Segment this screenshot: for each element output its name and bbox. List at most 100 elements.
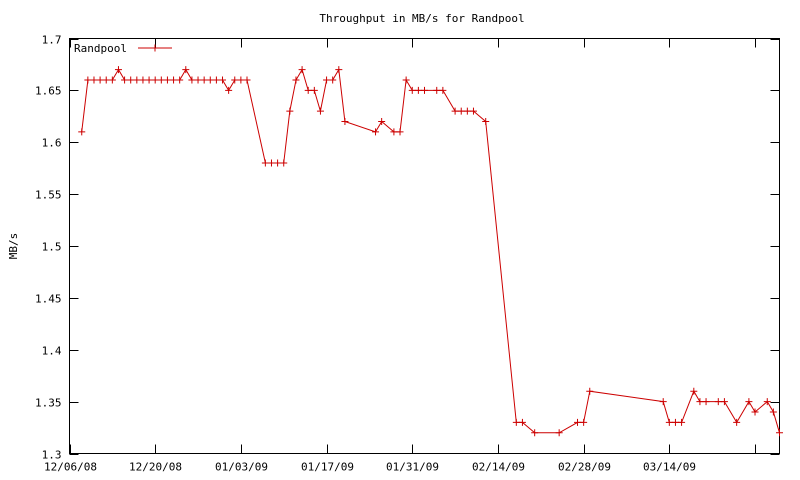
data-point (439, 86, 447, 94)
data-point (188, 76, 196, 84)
x-tick-label: 02/14/09 (472, 461, 525, 474)
x-tick-label: 12/06/08 (44, 461, 97, 474)
data-point (378, 118, 386, 125)
data-point (145, 76, 153, 84)
data-point (316, 107, 324, 115)
data-point (157, 76, 165, 84)
y-axis-label: MB/s (7, 233, 20, 260)
series-line-randpool (81, 68, 780, 434)
y-tick-label: 1.4 (42, 345, 62, 358)
data-point (421, 86, 428, 94)
data-point (751, 408, 759, 416)
data-point (776, 429, 783, 437)
data-point (482, 118, 490, 125)
x-tick-label: 02/28/09 (558, 461, 611, 474)
data-point (237, 76, 245, 84)
data-point (696, 398, 704, 406)
data-point (151, 76, 159, 84)
data-point (267, 159, 275, 167)
data-point (574, 418, 582, 426)
x-tick-label: 12/20/08 (129, 461, 182, 474)
x-axis: 12/06/08 12/20/08 01/03/09 01/17/09 01/31/09… (44, 38, 756, 474)
data-point (133, 76, 141, 84)
data-point (745, 398, 753, 406)
y-tick-label: 1.6 (42, 137, 62, 150)
data-point (714, 398, 722, 406)
data-point (194, 76, 202, 84)
data-point (720, 398, 728, 406)
data-point (212, 76, 220, 84)
data-point (463, 107, 471, 115)
x-tick-label: 01/31/09 (386, 461, 439, 474)
data-point (200, 76, 208, 84)
chart-title: Throughput in MB/s for Randpool (319, 12, 524, 25)
data-point (163, 76, 171, 84)
data-point (671, 418, 679, 426)
data-point (396, 128, 404, 136)
y-axis: 1.3 1.35 1.4 1.45 1.5 1.55 1.6 1.65 1.7 (35, 34, 780, 462)
legend-marker-randpool (151, 44, 159, 52)
data-point (555, 429, 563, 437)
data-point (304, 86, 312, 94)
data-point (408, 86, 416, 94)
data-point (90, 76, 98, 84)
data-point (96, 76, 104, 84)
data-point (225, 86, 233, 94)
data-point (121, 76, 129, 84)
data-point (451, 107, 459, 115)
data-point (114, 66, 122, 74)
y-tick-label: 1.3 (42, 449, 62, 462)
data-point (219, 76, 227, 84)
data-point (702, 398, 710, 406)
x-tick-label: 03/14/09 (643, 461, 696, 474)
y-tick-label: 1.35 (35, 397, 62, 410)
data-point (763, 398, 771, 406)
plot-frame (69, 38, 780, 454)
data-point (298, 66, 306, 74)
y-tick-label: 1.65 (35, 85, 62, 98)
y-tick-label: 1.45 (35, 293, 62, 306)
data-point (678, 418, 686, 426)
data-point (139, 76, 147, 84)
data-point (127, 76, 135, 84)
data-point (659, 398, 667, 406)
data-point (261, 159, 269, 167)
x-tick-label: 01/03/09 (215, 461, 268, 474)
data-point (292, 76, 300, 84)
data-point (176, 76, 184, 84)
legend-label-randpool: Randpool (74, 42, 127, 55)
data-point (78, 128, 86, 136)
data-point (390, 128, 398, 136)
data-point (280, 159, 288, 167)
y-tick-label: 1.5 (42, 241, 62, 254)
data-point (274, 159, 282, 167)
data-point (518, 418, 526, 426)
data-point (329, 76, 337, 84)
data-point (690, 387, 698, 395)
data-point (286, 107, 294, 115)
data-point (402, 76, 410, 84)
data-point (586, 387, 594, 395)
data-point (231, 76, 239, 84)
y-tick-label: 1.55 (35, 189, 62, 202)
data-point (335, 66, 343, 74)
data-point (372, 128, 380, 136)
y-tick-label: 1.7 (42, 34, 62, 47)
data-point (457, 107, 465, 115)
data-point (84, 76, 92, 84)
data-point (733, 418, 741, 426)
data-point (182, 66, 190, 74)
data-point (310, 86, 318, 94)
data-point (433, 86, 441, 94)
data-point (512, 418, 520, 426)
data-point (323, 76, 331, 84)
x-tick-label: 01/17/09 (301, 461, 354, 474)
series-layer (78, 66, 783, 437)
data-point (341, 118, 349, 125)
data-point (769, 408, 777, 416)
data-point (414, 86, 422, 94)
data-point (580, 418, 588, 426)
data-point (243, 76, 251, 84)
data-point (102, 76, 110, 84)
